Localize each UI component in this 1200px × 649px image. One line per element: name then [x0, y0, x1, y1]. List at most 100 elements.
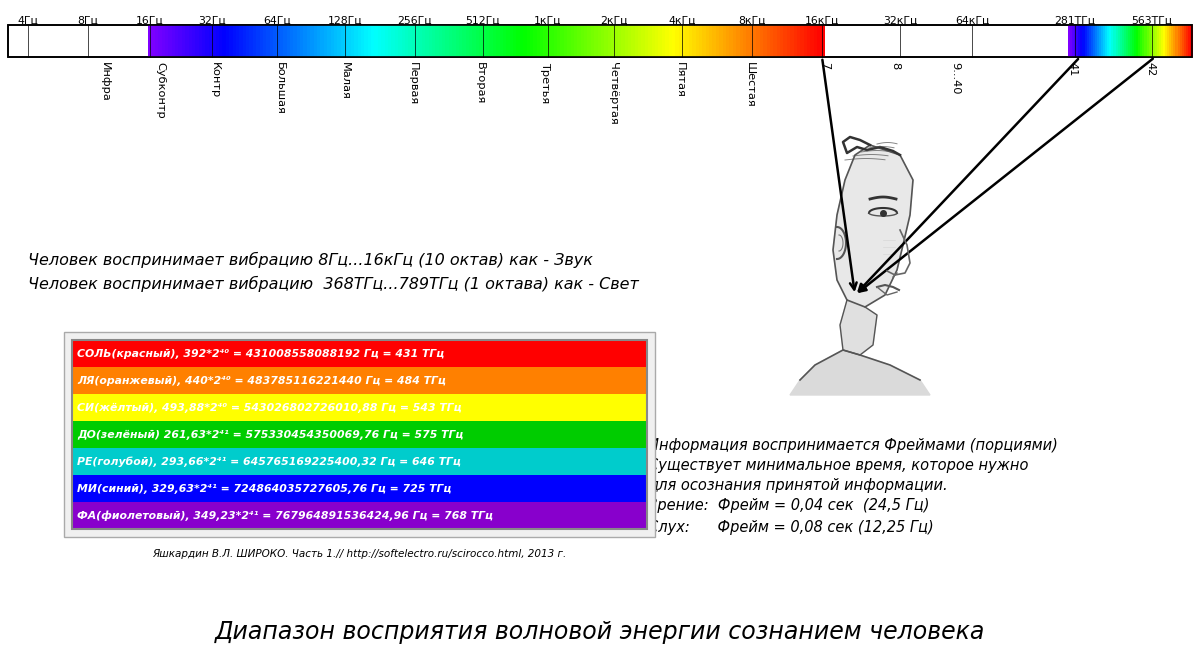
Bar — [709, 25, 713, 57]
Bar — [304, 25, 307, 57]
Bar — [72, 448, 647, 475]
Bar — [821, 25, 824, 57]
Bar — [577, 25, 582, 57]
Bar — [793, 25, 798, 57]
Bar — [449, 25, 454, 57]
Text: 563ТГц: 563ТГц — [1132, 16, 1172, 26]
Bar — [1079, 25, 1081, 57]
Bar — [202, 25, 206, 57]
Bar — [445, 25, 450, 57]
Bar — [486, 25, 490, 57]
Bar — [773, 25, 778, 57]
Bar — [682, 25, 686, 57]
Text: 4Гц: 4Гц — [18, 16, 38, 26]
Text: ЛЯ(оранжевый), 440*2⁴⁰ = 483785116221440 Гц = 484 ТГц: ЛЯ(оранжевый), 440*2⁴⁰ = 483785116221440… — [77, 376, 446, 386]
Bar — [638, 25, 642, 57]
Bar — [218, 25, 223, 57]
Bar — [533, 25, 538, 57]
Bar — [754, 25, 757, 57]
Text: Шестая: Шестая — [745, 62, 755, 108]
Bar — [790, 25, 794, 57]
Bar — [442, 25, 446, 57]
Bar — [496, 25, 500, 57]
Bar — [242, 25, 247, 57]
Text: Большая: Большая — [275, 62, 286, 115]
Bar — [256, 25, 260, 57]
Bar — [391, 25, 396, 57]
Bar — [733, 25, 737, 57]
Bar — [743, 25, 748, 57]
Bar — [354, 25, 359, 57]
Bar — [1109, 25, 1112, 57]
Bar — [520, 25, 524, 57]
Bar — [1153, 25, 1156, 57]
Bar — [466, 25, 470, 57]
Bar — [274, 25, 277, 57]
Bar — [530, 25, 534, 57]
Text: МИ(синий), 329,63*2⁴¹ = 724864035727605,76 Гц = 725 ТГц: МИ(синий), 329,63*2⁴¹ = 724864035727605,… — [77, 484, 451, 494]
Bar — [1183, 25, 1187, 57]
Bar — [719, 25, 724, 57]
Bar — [428, 25, 433, 57]
Text: Информация воспринимается Фреймами (порциями)
Существует минимальное время, кото: Информация воспринимается Фреймами (порц… — [648, 438, 1058, 493]
Bar — [458, 25, 463, 57]
Bar — [726, 25, 730, 57]
Bar — [283, 25, 287, 57]
Bar — [337, 25, 342, 57]
Bar — [1099, 25, 1102, 57]
Bar — [611, 25, 616, 57]
Bar — [1132, 25, 1135, 57]
Bar — [689, 25, 692, 57]
Bar — [185, 25, 190, 57]
Bar — [784, 25, 787, 57]
Bar — [557, 25, 562, 57]
Bar — [317, 25, 322, 57]
Bar — [1085, 25, 1087, 57]
Bar — [8, 25, 1192, 57]
Bar — [196, 25, 199, 57]
Bar — [330, 25, 335, 57]
Bar — [570, 25, 575, 57]
Bar — [1142, 25, 1145, 57]
Bar — [499, 25, 504, 57]
Bar — [642, 25, 646, 57]
Bar — [72, 475, 647, 502]
Bar — [1136, 25, 1139, 57]
Bar — [676, 25, 679, 57]
Text: Третья: Третья — [540, 62, 550, 103]
Bar — [382, 25, 385, 57]
Bar — [1094, 25, 1098, 57]
Bar — [236, 25, 240, 57]
Bar — [1182, 25, 1184, 57]
Text: ДО(зелёный) 261,63*2⁴¹ = 575330454350069,76 Гц = 575 ТГц: ДО(зелёный) 261,63*2⁴¹ = 575330454350069… — [77, 430, 463, 440]
Bar — [395, 25, 398, 57]
Bar — [1097, 25, 1099, 57]
Bar — [702, 25, 707, 57]
Bar — [452, 25, 456, 57]
Bar — [311, 25, 314, 57]
Bar — [72, 502, 647, 529]
Bar — [490, 25, 493, 57]
Bar — [817, 25, 822, 57]
Bar — [1074, 25, 1078, 57]
Bar — [266, 25, 270, 57]
Bar — [776, 25, 781, 57]
Bar — [148, 25, 152, 57]
Bar — [698, 25, 703, 57]
Text: Зрение:  Фрейм = 0,04 сек  (24,5 Гц): Зрение: Фрейм = 0,04 сек (24,5 Гц) — [648, 498, 930, 513]
Bar — [1162, 25, 1164, 57]
Bar — [584, 25, 588, 57]
Bar — [716, 25, 720, 57]
Bar — [358, 25, 361, 57]
Bar — [482, 25, 487, 57]
Bar — [581, 25, 584, 57]
Bar — [320, 25, 324, 57]
Bar — [692, 25, 696, 57]
Bar — [334, 25, 338, 57]
Bar — [270, 25, 274, 57]
Bar — [168, 25, 173, 57]
Bar — [344, 25, 348, 57]
Bar — [594, 25, 599, 57]
Bar — [432, 25, 436, 57]
Bar — [661, 25, 666, 57]
